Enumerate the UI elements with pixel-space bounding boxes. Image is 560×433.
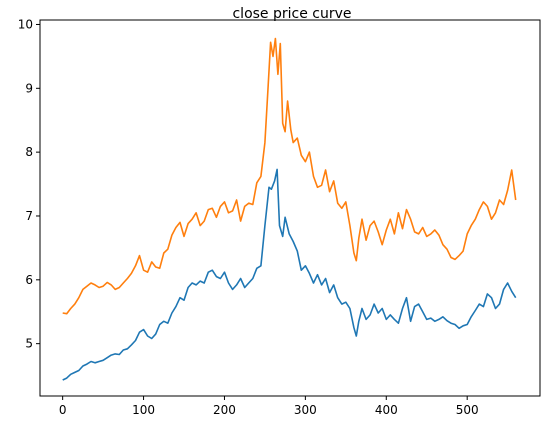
x-tick-label: 400: [375, 403, 398, 417]
axes-layer: 0 100 200 300 400 500 5 6 7 8 9 10: [18, 17, 479, 417]
series-line-1: [62, 168, 517, 381]
series-layer: [62, 37, 517, 381]
chart-title: close price curve: [232, 6, 351, 22]
y-tick-label: 5: [25, 337, 33, 351]
x-tick-label: 100: [132, 403, 155, 417]
series-line-2: [62, 37, 517, 315]
y-tick-label: 9: [25, 81, 33, 95]
x-tick-label: 0: [59, 403, 67, 417]
x-tick-label: 500: [456, 403, 479, 417]
x-tick-label: 300: [294, 403, 317, 417]
x-tick-label: 200: [213, 403, 236, 417]
y-tick-label: 7: [25, 209, 33, 223]
plot-frame: [39, 19, 541, 397]
y-tick-label: 8: [25, 145, 33, 159]
y-tick-label: 10: [18, 17, 33, 31]
y-tick-label: 6: [25, 273, 33, 287]
